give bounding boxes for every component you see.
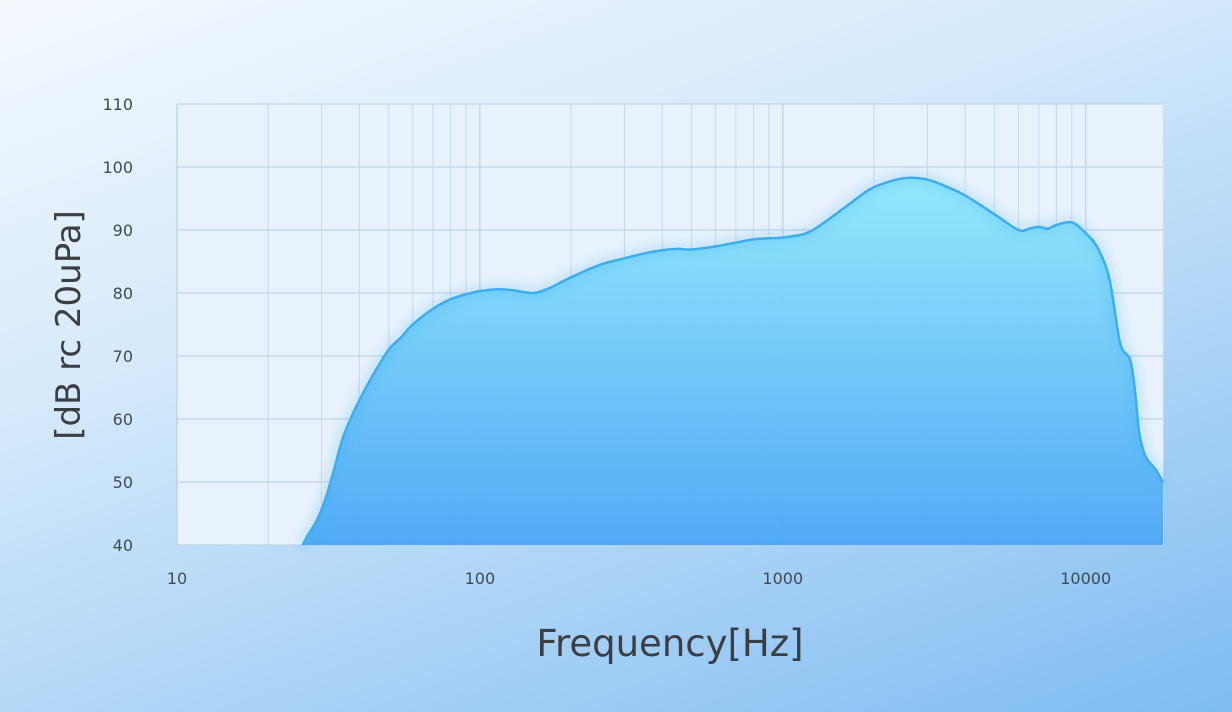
x-tick-label: 1000 — [762, 569, 803, 588]
x-tick-label: 10 — [167, 569, 187, 588]
series-layer — [301, 176, 1165, 546]
y-tick-label: 70 — [113, 347, 133, 366]
x-tick-labels: 10 100 1000 10000 — [167, 569, 1111, 588]
response-area — [302, 177, 1163, 545]
y-tick-label: 110 — [102, 95, 133, 114]
y-tick-label: 50 — [113, 473, 133, 492]
x-tick-label: 100 — [465, 569, 496, 588]
y-axis-title: [dB rc 20uPa] — [49, 210, 89, 440]
x-tick-label: 10000 — [1060, 569, 1111, 588]
y-tick-label: 40 — [113, 536, 133, 555]
y-tick-labels: 40 50 60 70 80 90 100 110 — [102, 95, 133, 555]
y-tick-label: 60 — [113, 410, 133, 429]
x-axis-title: Frequency[Hz] — [536, 622, 803, 665]
y-tick-label: 80 — [113, 284, 133, 303]
response-line — [301, 176, 1165, 546]
y-tick-label: 100 — [102, 158, 133, 177]
y-tick-label: 90 — [113, 221, 133, 240]
